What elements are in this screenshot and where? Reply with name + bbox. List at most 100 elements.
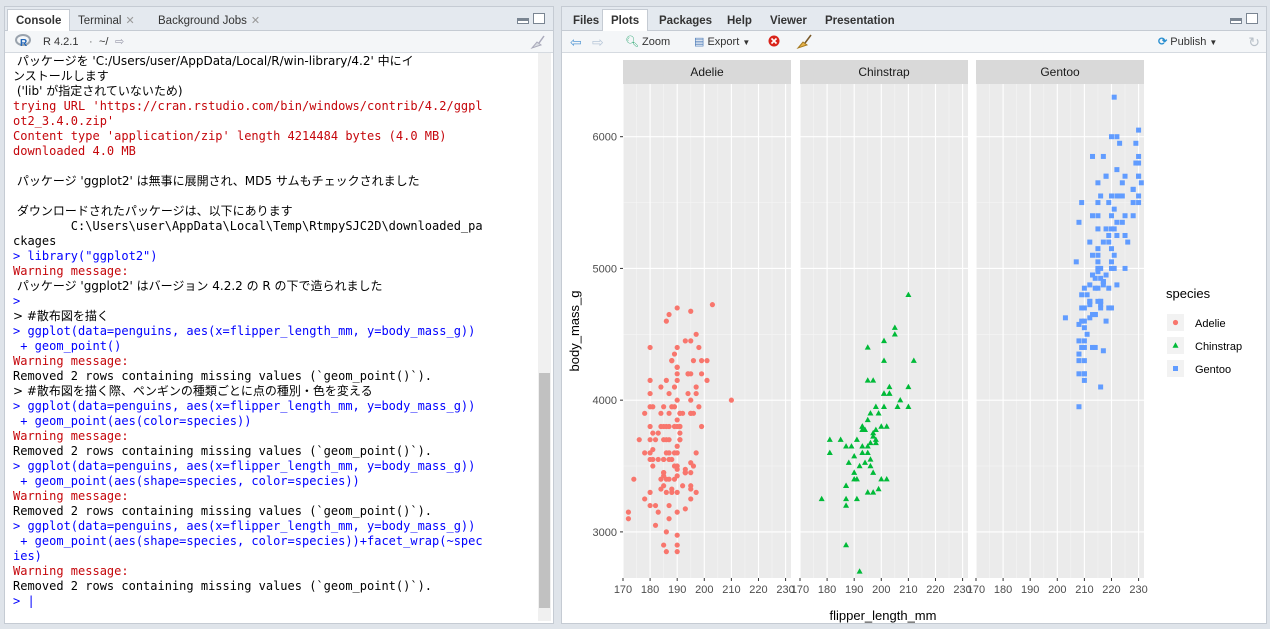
- maximize-icon[interactable]: [1246, 13, 1258, 24]
- facet-panel: [623, 84, 791, 578]
- data-point: [859, 423, 866, 429]
- magnifier-icon: 🔍︎: [625, 36, 639, 48]
- facet-panel: [800, 84, 968, 578]
- scrollbar-thumb[interactable]: [539, 373, 550, 608]
- refresh-icon[interactable]: ↻: [1248, 34, 1260, 50]
- data-point: [843, 502, 850, 508]
- data-point: [1138, 180, 1144, 186]
- close-icon[interactable]: ✕: [250, 15, 261, 27]
- data-point: [1098, 193, 1104, 199]
- tab-files[interactable]: Files: [564, 9, 608, 31]
- data-point: [642, 450, 648, 456]
- data-point: [682, 470, 688, 476]
- data-point: [669, 486, 675, 492]
- data-point: [661, 483, 667, 489]
- y-axis-title: body_mass_g: [567, 291, 582, 372]
- data-point: [685, 371, 691, 377]
- data-point: [1095, 265, 1101, 271]
- data-point: [658, 384, 664, 390]
- data-point: [826, 436, 833, 442]
- data-point: [905, 383, 912, 390]
- data-point: [688, 410, 694, 416]
- data-point: [650, 430, 656, 436]
- console-output[interactable]: https://cran.rstudio.com/bin/windows/Rto…: [7, 53, 537, 623]
- data-point: [1114, 167, 1120, 173]
- console-line: Content type 'application/zip' length 42…: [13, 129, 447, 143]
- tab-presentation[interactable]: Presentation: [816, 9, 904, 31]
- data-point: [658, 410, 664, 416]
- data-point: [688, 496, 694, 502]
- tab-background-jobs[interactable]: Background Jobs ✕: [149, 9, 269, 31]
- facet-label: Gentoo: [1040, 65, 1080, 79]
- legend-label: Chinstrap: [1195, 341, 1242, 353]
- tab-terminal[interactable]: Terminal ✕: [69, 9, 144, 31]
- back-arrow-icon[interactable]: ⇦: [570, 34, 582, 50]
- publish-button[interactable]: ⟳ Publish ▼: [1158, 34, 1217, 50]
- export-button[interactable]: ▤ Export ▼: [694, 34, 750, 50]
- data-point: [1133, 140, 1139, 146]
- clear-console-icon[interactable]: [529, 34, 545, 50]
- data-point: [647, 344, 653, 351]
- data-point: [663, 318, 669, 324]
- data-point: [642, 410, 648, 416]
- tab-plots[interactable]: Plots: [602, 9, 649, 32]
- data-point: [859, 443, 866, 449]
- data-point: [1095, 259, 1101, 265]
- tab-background-jobs-label: Background Jobs: [158, 15, 247, 27]
- data-point: [1087, 282, 1093, 288]
- data-point: [1073, 259, 1079, 265]
- data-point: [669, 404, 675, 410]
- console-scrollbar[interactable]: [538, 53, 551, 621]
- minimize-icon[interactable]: [517, 18, 529, 24]
- data-point: [881, 357, 887, 363]
- data-point: [655, 509, 661, 515]
- data-point: [652, 502, 659, 509]
- maximize-icon[interactable]: [533, 13, 545, 24]
- console-line: ンストールします: [13, 69, 109, 83]
- data-point: [1098, 298, 1104, 304]
- console-line: C:\Users\user\AppData\Local\Temp\RtmpySJ…: [13, 219, 483, 233]
- clear-plots-icon[interactable]: [796, 34, 812, 50]
- data-point: [851, 469, 858, 475]
- data-point: [682, 506, 688, 512]
- go-to-directory-icon[interactable]: ⇨: [115, 36, 125, 48]
- working-directory[interactable]: ~/: [99, 36, 109, 48]
- data-point: [693, 384, 699, 390]
- tab-console[interactable]: Console: [7, 9, 71, 32]
- window-controls: [513, 13, 545, 31]
- tab-help[interactable]: Help: [718, 9, 761, 31]
- data-point: [642, 496, 648, 502]
- console-line: Removed 2 rows containing missing values…: [13, 369, 433, 383]
- data-point: [1087, 302, 1093, 308]
- remove-plot-button[interactable]: [768, 34, 780, 50]
- data-point: [1092, 312, 1098, 318]
- forward-arrow-icon[interactable]: ⇨: [592, 34, 604, 50]
- data-point: [688, 338, 694, 344]
- console-tabbar: Console Terminal ✕ Background Jobs ✕: [5, 7, 553, 32]
- data-point: [674, 305, 680, 311]
- tab-presentation-label: Presentation: [825, 15, 895, 27]
- facet-label: Adelie: [690, 65, 724, 79]
- data-point: [1087, 298, 1093, 304]
- data-point: [674, 344, 680, 351]
- data-point: [1122, 213, 1128, 219]
- data-point: [1111, 206, 1117, 212]
- zoom-button[interactable]: 🔍︎ Zoom: [625, 34, 670, 50]
- minimize-icon[interactable]: [1230, 18, 1242, 24]
- data-point: [677, 437, 683, 443]
- data-point: [674, 377, 680, 383]
- data-point: [1108, 246, 1114, 252]
- data-point: [843, 495, 850, 502]
- data-point: [862, 459, 869, 465]
- tab-viewer[interactable]: Viewer: [761, 9, 816, 31]
- facet-panel: [976, 84, 1144, 578]
- close-icon[interactable]: ✕: [125, 15, 135, 27]
- r-logo-icon: R: [15, 34, 31, 50]
- data-point: [677, 410, 683, 416]
- chevron-down-icon: ▼: [1209, 38, 1218, 47]
- data-point: [1111, 94, 1117, 100]
- console-pane: Console Terminal ✕ Background Jobs ✕ R R 4…: [4, 6, 554, 624]
- data-point: [663, 549, 669, 555]
- tab-packages[interactable]: Packages: [650, 9, 721, 31]
- data-point: [671, 384, 678, 390]
